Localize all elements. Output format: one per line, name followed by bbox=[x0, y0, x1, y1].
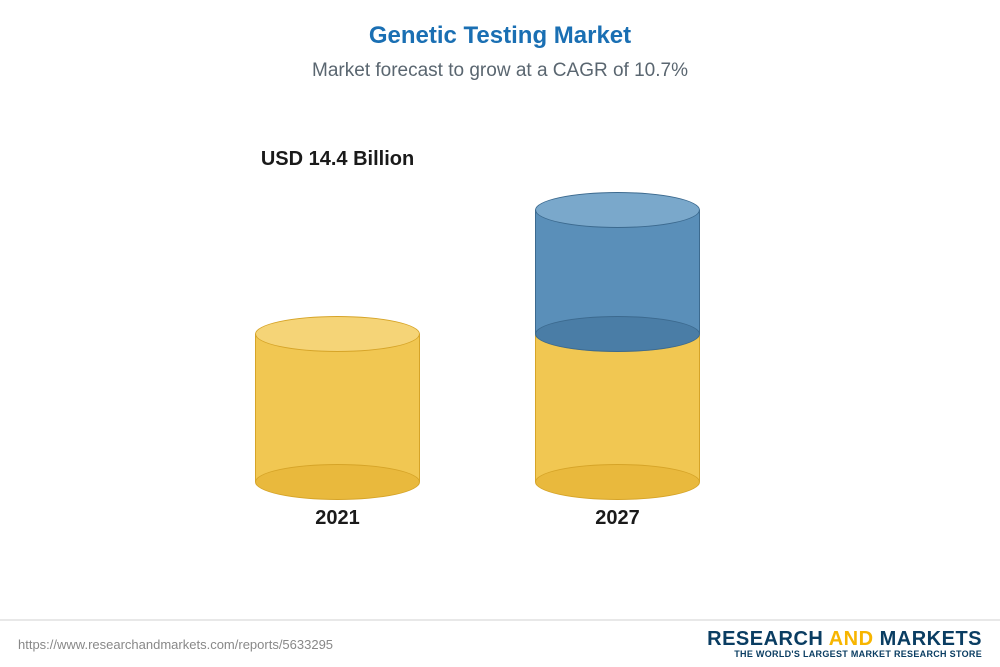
logo-text: RESEARCH AND MARKETS bbox=[707, 628, 982, 650]
cylinder-side bbox=[535, 334, 700, 482]
footer-logo: RESEARCH AND MARKETS THE WORLD'S LARGEST… bbox=[707, 628, 982, 660]
logo-word-markets: MARKETS bbox=[880, 628, 982, 650]
chart-area: USD 14.4 Billion 2021 USD 26.4 Billion bbox=[0, 92, 1000, 542]
footer-url: https://www.researchandmarkets.com/repor… bbox=[18, 637, 333, 652]
chart-subtitle: Market forecast to grow at a CAGR of 10.… bbox=[0, 60, 1000, 82]
bar-value-label: USD 14.4 Billion bbox=[261, 148, 414, 171]
logo-tagline: THE WORLD'S LARGEST MARKET RESEARCH STOR… bbox=[707, 650, 982, 660]
cylinder-top bbox=[535, 192, 700, 228]
cylinder-side bbox=[255, 334, 420, 482]
bar-2027: USD 26.4 Billion 2027 bbox=[535, 210, 700, 482]
cylinder-segment-bottom bbox=[535, 334, 700, 482]
cylinder bbox=[255, 334, 420, 482]
cylinder-segment-top bbox=[535, 210, 700, 334]
bar-year-label: 2021 bbox=[315, 507, 360, 530]
bar-year-label: 2027 bbox=[595, 507, 640, 530]
logo-word-and: AND bbox=[829, 628, 874, 650]
cylinder-bottom bbox=[535, 464, 700, 500]
cylinder-segment bbox=[255, 334, 420, 482]
cylinder bbox=[535, 210, 700, 482]
cylinder-top bbox=[255, 316, 420, 352]
bar-2021: USD 14.4 Billion 2021 bbox=[255, 334, 420, 482]
chart-title: Genetic Testing Market bbox=[0, 0, 1000, 50]
cylinder-bottom bbox=[255, 464, 420, 500]
cylinder-join bbox=[535, 316, 700, 352]
logo-word-research: RESEARCH bbox=[707, 628, 823, 650]
footer: https://www.researchandmarkets.com/repor… bbox=[0, 619, 1000, 667]
